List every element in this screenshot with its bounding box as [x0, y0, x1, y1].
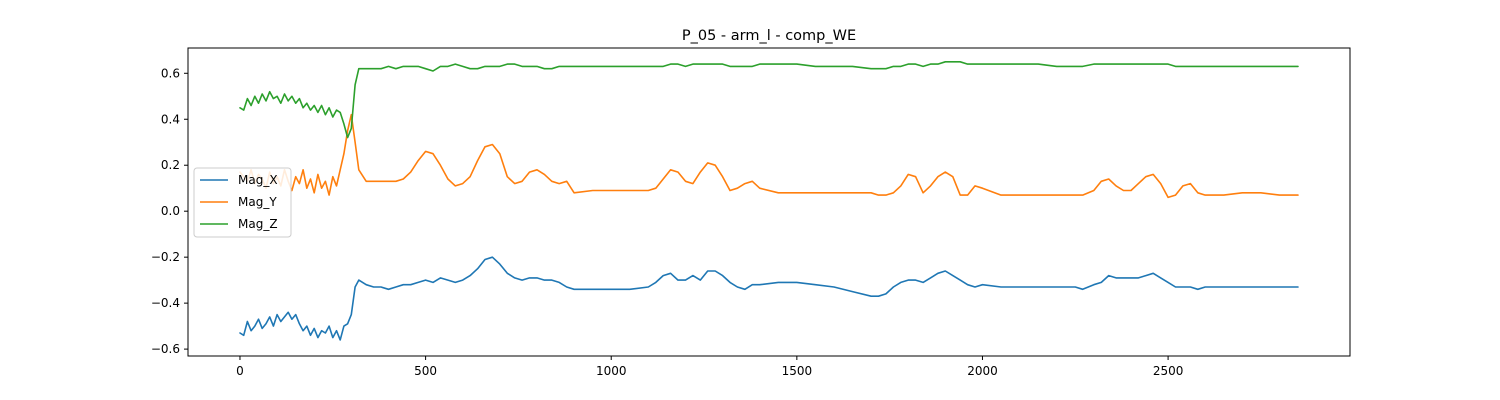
legend-box	[193, 167, 292, 238]
legend-label: Mag_X	[238, 173, 278, 187]
legend: Mag_X Mag_Y Mag_Z	[193, 167, 292, 238]
y-tick-label: 0.6	[161, 66, 180, 80]
series-line-mag-x	[239, 256, 1299, 341]
y-tick-label: −0.6	[151, 342, 180, 356]
series-layer	[239, 60, 1299, 341]
x-tick-label: 500	[414, 364, 437, 378]
y-tick-label: 0.4	[161, 112, 180, 126]
y-axis: −0.6 −0.4 −0.2 0.0 0.2 0.4 0.6	[151, 66, 188, 356]
y-tick-label: −0.4	[151, 296, 180, 310]
x-axis: 0 500 1000 1500 2000 2500	[236, 356, 1183, 378]
chart-title: P_05 - arm_l - comp_WE	[682, 28, 856, 44]
x-tick-label: 2500	[1153, 364, 1184, 378]
y-tick-label: 0.0	[161, 204, 180, 218]
y-tick-label: 0.2	[161, 158, 180, 172]
plot-frame	[187, 47, 1351, 357]
series-line-mag-y	[239, 113, 1299, 199]
x-tick-label: 1500	[782, 364, 813, 378]
x-tick-label: 0	[236, 364, 244, 378]
series-line-mag-z	[239, 60, 1299, 139]
y-tick-label: −0.2	[151, 250, 180, 264]
legend-label: Mag_Y	[238, 195, 277, 209]
x-tick-label: 1000	[596, 364, 627, 378]
x-tick-label: 2000	[967, 364, 998, 378]
legend-label: Mag_Z	[238, 217, 278, 231]
